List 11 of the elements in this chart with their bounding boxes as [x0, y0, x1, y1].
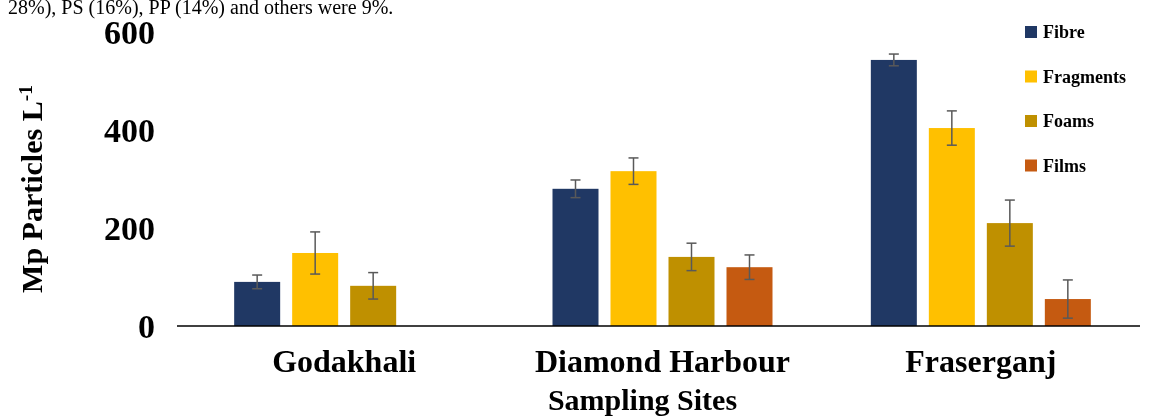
x-tick-label: Godakhali	[272, 343, 417, 379]
legend-label: Films	[1043, 155, 1086, 176]
legend-label: Fragments	[1043, 66, 1126, 87]
legend-label: Foams	[1043, 111, 1094, 132]
x-tick-label: Fraserganj	[905, 343, 1057, 379]
x-tick-label: Diamond Harbour	[534, 343, 791, 379]
y-tick-label: 400	[104, 111, 155, 149]
y-tick-label: 0	[138, 307, 155, 345]
legend-label: Fibre	[1043, 22, 1085, 43]
y-tick-label: 200	[104, 209, 155, 247]
x-axis-title: Sampling Sites	[547, 383, 738, 416]
